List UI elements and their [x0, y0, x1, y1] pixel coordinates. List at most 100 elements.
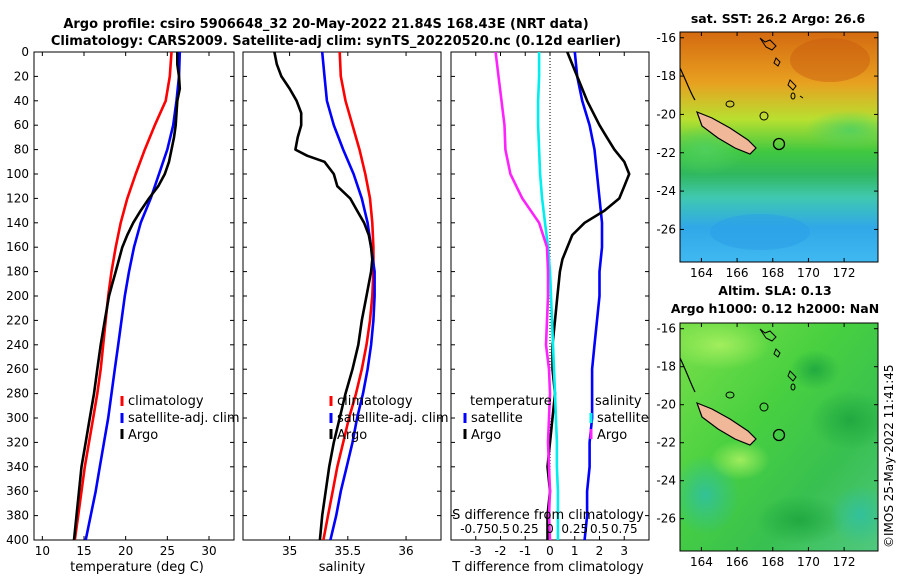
y-tick-label: 180 — [6, 265, 29, 279]
temperature-panel: 0 20 40 60 80 100 120 140 160 180 200 220 240 260 280 3… — [6, 45, 240, 575]
salinity-axes — [242, 51, 442, 541]
sst-field — [680, 32, 878, 262]
x-tick-label: 36 — [398, 544, 413, 558]
map-y-tick-label: -16 — [656, 31, 676, 45]
y-tick-label: 120 — [6, 191, 29, 205]
y-tick-label: 80 — [14, 143, 29, 157]
y-tick-label: 280 — [6, 387, 29, 401]
difference-legend-salinity: salinity satellite Argo — [589, 394, 649, 443]
new-caledonia-island — [695, 401, 757, 446]
x-tick-label: 25 — [160, 544, 175, 558]
x-tick-label: -1 — [519, 544, 531, 558]
difference-top-label: S difference from climatology — [452, 508, 644, 523]
temperature-lines — [72, 52, 182, 540]
s-diff-tick-label: 0.5 — [590, 522, 609, 536]
argo-float-location — [772, 137, 786, 151]
series-line-climatology — [322, 52, 375, 540]
y-tick-label: 0 — [21, 45, 29, 59]
s-diff-tick-label: 0.75 — [611, 522, 638, 536]
x-tick-label: 0 — [546, 544, 554, 558]
legend-label-climatology: climatology — [337, 394, 413, 409]
legend-label-argo: Argo — [337, 428, 367, 443]
island-outline — [725, 391, 735, 399]
s-difference-ticks: -0.75 0.5 0.25 0 0.25 0.5 0.75 — [460, 522, 637, 536]
series-line-s-satellite — [536, 52, 560, 540]
y-tick-label: 100 — [6, 167, 29, 181]
s-diff-tick-label: 0.5 — [491, 522, 510, 536]
coastline — [680, 357, 696, 393]
sla-field-patch — [790, 350, 840, 390]
sla-map-ticks: 164 166 168 170 172 -16 -18 -20 -22 -24 -26 — [656, 322, 878, 569]
x-tick-label: 2 — [596, 544, 604, 558]
salinity-xlabel: salinity — [319, 560, 366, 575]
y-tick-label: 300 — [6, 411, 29, 425]
map-y-tick-label: -22 — [656, 436, 676, 450]
map-y-tick-label: -18 — [656, 360, 676, 374]
difference-panel: -3 -2 -1 0 1 2 3 T difference from climatology… — [450, 51, 650, 575]
legend-label-satellite: satellite-adj. clim — [128, 411, 240, 426]
vanuatu-islands — [759, 328, 777, 342]
island-outline — [790, 383, 796, 391]
sst-map: sat. SST: 26.2 Argo: 26.6 164 166 168 170 17… — [656, 11, 879, 280]
vanuatu-islands — [799, 95, 804, 99]
difference-ticks: -3 -2 -1 0 1 2 3 — [451, 51, 649, 558]
series-line-t-satellite — [573, 52, 604, 540]
x-tick-label: 3 — [620, 544, 628, 558]
s-diff-tick-label: 0 — [546, 522, 554, 536]
sla-map-frame — [679, 322, 879, 552]
vanuatu-islands — [787, 79, 797, 91]
vanuatu-islands — [773, 57, 781, 67]
figure-title-line2: Climatology: CARS2009. Satellite-adj cli… — [51, 34, 621, 49]
series-line-argo — [273, 52, 374, 540]
series-line-t-argo — [546, 52, 631, 540]
map-x-tick-label: 172 — [833, 266, 856, 280]
island-outline — [759, 111, 769, 121]
sst-field-patch — [710, 214, 810, 250]
y-tick-label: 240 — [6, 338, 29, 352]
legend-label-climatology: climatology — [128, 394, 204, 409]
sla-map-title-line1: Altim. SLA: 0.13 — [718, 283, 831, 298]
sst-field-patch — [805, 110, 878, 150]
map-y-tick-label: -16 — [656, 322, 676, 336]
map-x-tick-label: 164 — [690, 555, 713, 569]
legend-title-salinity: salinity — [595, 394, 642, 409]
sst-field-patch — [790, 38, 870, 82]
y-tick-label: 40 — [14, 94, 29, 108]
legend-label-s-argo: Argo — [597, 428, 627, 443]
vanuatu-islands — [759, 37, 777, 51]
y-tick-label: 320 — [6, 435, 29, 449]
legend-label-argo: Argo — [128, 428, 158, 443]
salinity-ticks: 35 35.5 36 — [243, 51, 441, 558]
y-tick-label: 360 — [6, 484, 29, 498]
legend-label-s-satellite: satellite — [597, 411, 649, 426]
y-tick-label: 380 — [6, 509, 29, 523]
x-tick-label: -2 — [495, 544, 507, 558]
y-tick-label: 60 — [14, 118, 29, 132]
x-tick-label: 35 — [282, 544, 297, 558]
x-tick-label: 20 — [118, 544, 133, 558]
x-tick-label: -3 — [470, 544, 482, 558]
vanuatu-islands — [773, 348, 781, 358]
sla-field — [680, 323, 878, 551]
sla-field-patch — [710, 440, 770, 480]
y-tick-label: 160 — [6, 240, 29, 254]
map-y-tick-label: -20 — [656, 398, 676, 412]
island-outline — [725, 100, 735, 108]
map-y-tick-label: -24 — [656, 474, 676, 488]
y-tick-label: 200 — [6, 289, 29, 303]
map-y-tick-label: -26 — [656, 222, 676, 236]
map-y-tick-label: -18 — [656, 69, 676, 83]
coastline — [680, 67, 696, 101]
series-line-satellite-adj-clim — [320, 52, 376, 540]
map-x-tick-label: 164 — [690, 266, 713, 280]
map-x-tick-label: 170 — [797, 555, 820, 569]
map-y-tick-label: -20 — [656, 107, 676, 121]
sla-field-patch — [755, 495, 845, 545]
map-x-tick-label: 170 — [797, 266, 820, 280]
temperature-axes — [33, 51, 235, 541]
x-tick-label: 10 — [35, 544, 50, 558]
temperature-xlabel: temperature (deg C) — [70, 560, 204, 575]
map-x-tick-label: 168 — [761, 266, 784, 280]
y-tick-label: 340 — [6, 460, 29, 474]
